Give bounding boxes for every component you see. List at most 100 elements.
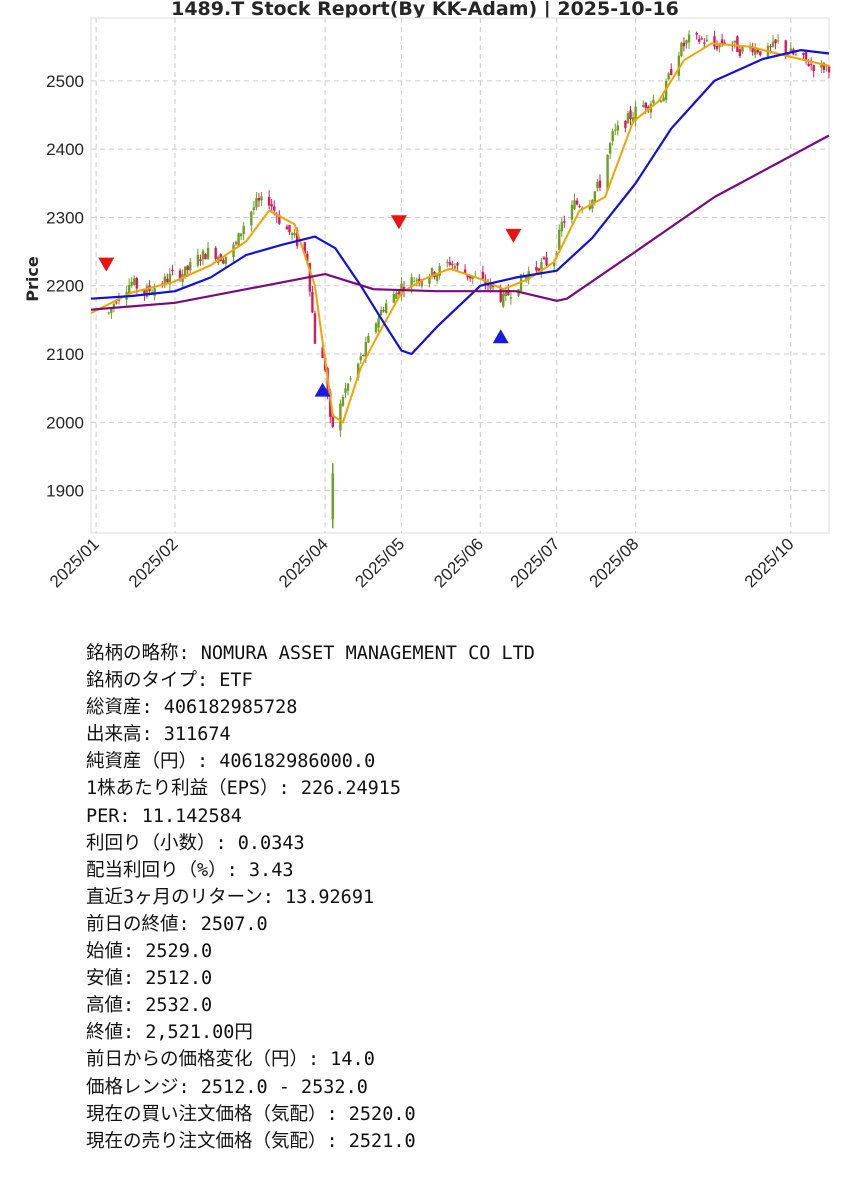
- candle-body: [677, 55, 681, 76]
- candle-body: [392, 294, 396, 303]
- candle-body: [379, 309, 383, 316]
- info-line: 現在の売り注文価格（気配）: 2521.0: [86, 1130, 416, 1152]
- candle-body: [794, 54, 798, 56]
- candle-body: [214, 247, 217, 260]
- y-tick-label: 2100: [46, 345, 84, 364]
- candle-body: [624, 120, 627, 128]
- info-line: 安値: 2512.0: [86, 968, 213, 990]
- candle-body: [110, 307, 113, 313]
- candle-body: [774, 39, 777, 44]
- candle-body: [420, 279, 424, 287]
- candle-body: [331, 473, 334, 520]
- candle-body: [189, 262, 192, 271]
- candle-body: [107, 312, 111, 314]
- x-tick-label: 2025/08: [586, 534, 643, 591]
- candle-body: [718, 43, 721, 48]
- candle-body: [524, 275, 528, 280]
- candle-body: [222, 260, 225, 264]
- candle-body: [448, 262, 452, 265]
- candle-body: [255, 198, 258, 208]
- candle-body: [502, 293, 505, 307]
- candle-body: [695, 32, 698, 35]
- candle-body: [596, 181, 599, 189]
- candle-body: [608, 143, 612, 154]
- candle-body: [713, 36, 716, 47]
- info-line: 高値: 2532.0: [86, 995, 213, 1017]
- candle-body: [647, 106, 650, 109]
- candle-body: [257, 198, 261, 201]
- candle-body: [499, 288, 502, 302]
- info-line: 直近3ヶ月のリターン: 13.92691: [86, 886, 375, 908]
- candle-body: [357, 363, 360, 378]
- candle-body: [820, 62, 823, 68]
- x-tick-label: 2025/06: [430, 534, 487, 591]
- candle-body: [341, 396, 345, 406]
- candle-body: [278, 214, 281, 224]
- ma-mid-line: [90, 49, 830, 356]
- candle-body: [402, 286, 406, 291]
- signal-markers: [98, 215, 522, 397]
- info-line: 純資産（円）: 406182986000.0: [86, 751, 376, 773]
- ma-long-line: [90, 134, 830, 311]
- candle-body: [267, 196, 271, 206]
- candle-body: [435, 274, 439, 281]
- candle-body: [754, 47, 757, 55]
- candle-body: [385, 303, 388, 313]
- info-line: 1株あたり利益（EPS）: 226.24915: [86, 778, 402, 800]
- candle-body: [776, 40, 780, 42]
- candle-body: [331, 413, 334, 427]
- x-tick-label: 2025/02: [125, 534, 182, 591]
- candle-body: [183, 266, 187, 277]
- candle-body: [598, 180, 602, 188]
- candle-body: [822, 63, 826, 71]
- candle-body: [611, 130, 614, 142]
- buy-signal-marker: [492, 329, 509, 344]
- buy-signal-marker: [314, 382, 331, 397]
- candle-body: [507, 289, 510, 296]
- candle-body: [741, 46, 744, 52]
- candle-body: [143, 289, 146, 295]
- info-line: 前日の終値: 2507.0: [86, 913, 268, 935]
- candle-body: [802, 52, 805, 55]
- candle-body: [509, 297, 513, 299]
- candle-body: [769, 46, 772, 48]
- candle-body: [359, 356, 362, 361]
- candle-body: [545, 257, 548, 266]
- candle-body: [412, 281, 416, 283]
- candle-body: [698, 39, 701, 42]
- candle-body: [723, 42, 726, 45]
- candle-body: [415, 279, 418, 281]
- info-line: 利回り（小数）: 0.0343: [86, 832, 305, 854]
- candle-body: [115, 302, 118, 304]
- candle-body: [588, 204, 591, 210]
- info-line: 始値: 2529.0: [86, 941, 213, 963]
- candle-body: [306, 253, 309, 262]
- candle-body: [453, 265, 457, 269]
- candle-body: [171, 269, 174, 272]
- candle-body: [288, 225, 291, 233]
- candle-body: [250, 211, 253, 226]
- candle-body: [293, 232, 296, 236]
- candle-body: [367, 335, 370, 343]
- ma-short-line: [90, 42, 830, 424]
- candle-body: [720, 39, 724, 44]
- grid: [91, 18, 829, 533]
- candle-body: [575, 200, 579, 205]
- candle-body: [667, 73, 670, 80]
- candle-body: [466, 275, 469, 278]
- candle-body: [428, 277, 431, 284]
- candle-body: [634, 106, 637, 121]
- candle-body: [201, 250, 205, 260]
- candle-body: [446, 261, 449, 263]
- candle-body: [542, 257, 546, 260]
- info-line: 総資産: 406182985728: [86, 697, 298, 719]
- candle-body: [374, 323, 378, 333]
- candle-body: [206, 247, 210, 259]
- candle-body: [397, 291, 401, 295]
- candle-body: [303, 242, 306, 254]
- sell-signal-marker: [390, 215, 407, 230]
- candle-body: [771, 41, 775, 47]
- candle-body: [127, 285, 131, 296]
- info-line: 銘柄のタイプ: ETF: [86, 670, 253, 692]
- candle-body: [751, 48, 754, 53]
